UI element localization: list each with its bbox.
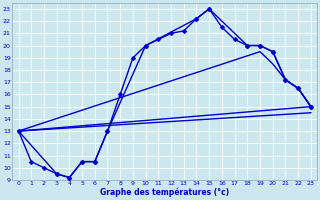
X-axis label: Graphe des températures (°c): Graphe des températures (°c) (100, 188, 229, 197)
